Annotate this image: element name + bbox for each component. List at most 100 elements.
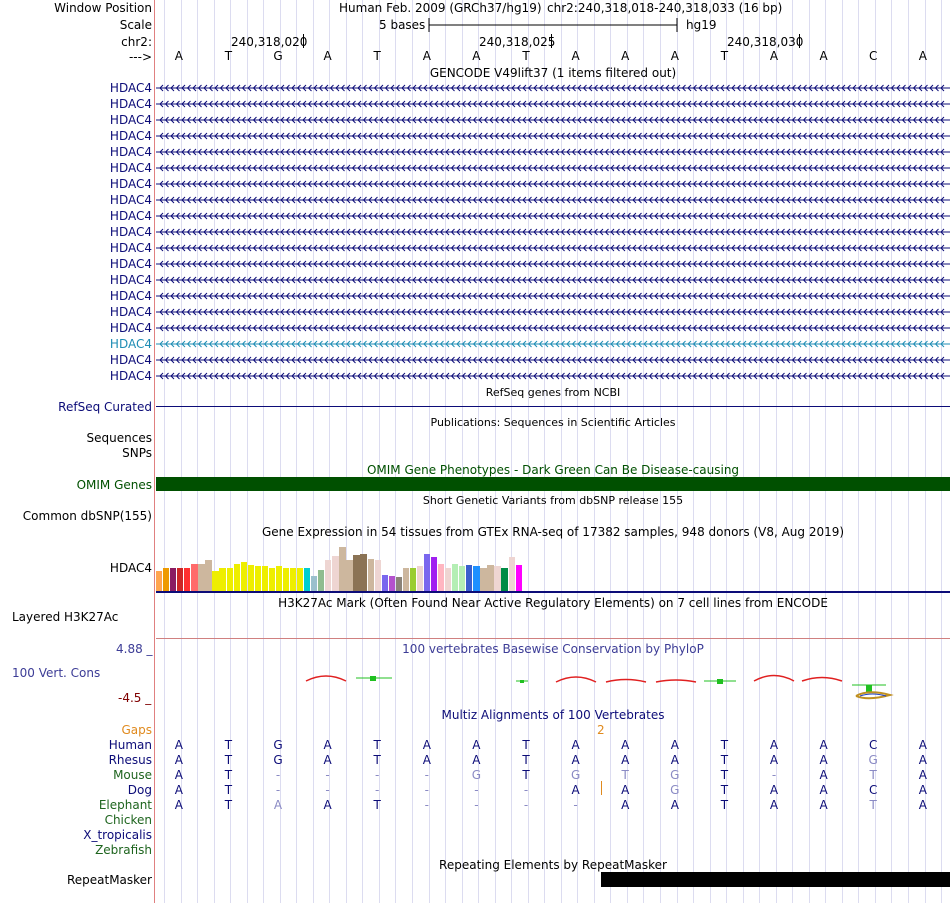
gencode-transcript-line[interactable] [156, 241, 950, 255]
gencode-gene-label[interactable]: HDAC4 [109, 81, 152, 95]
gencode-transcript-line[interactable] [156, 193, 950, 207]
gtex-tissue-bar[interactable] [177, 568, 184, 591]
gencode-transcript-line[interactable] [156, 209, 950, 223]
gtex-tissue-bar[interactable] [282, 568, 290, 591]
gencode-transcript-line[interactable] [156, 257, 950, 271]
gtex-tissue-bar[interactable] [212, 571, 219, 591]
gtex-tissue-bar[interactable] [360, 554, 367, 591]
species-label[interactable]: X_tropicalis [83, 828, 152, 842]
gencode-gene-label[interactable]: HDAC4 [109, 177, 152, 191]
gtex-tissue-bar[interactable] [184, 568, 191, 591]
gaps-label[interactable]: Gaps [121, 723, 152, 737]
phylop-wiggle[interactable] [156, 656, 950, 706]
gencode-gene-label[interactable]: HDAC4 [109, 161, 152, 175]
gtex-tissue-bar[interactable] [381, 575, 388, 591]
gencode-transcript-line[interactable] [156, 129, 950, 143]
gtex-tissue-bar[interactable] [473, 566, 480, 591]
gencode-transcript-line[interactable] [156, 97, 950, 111]
dbsnp-label[interactable]: Common dbSNP(155) [22, 509, 152, 523]
publications-track-title[interactable]: Publications: Sequences in Scientific Ar… [430, 416, 676, 429]
gtex-tissue-bar[interactable] [289, 568, 297, 591]
gencode-gene-label[interactable]: HDAC4 [109, 353, 152, 367]
gtex-tissue-bar[interactable] [247, 565, 254, 591]
gencode-track-title[interactable]: GENCODE V49lift37 (1 items filtered out) [429, 66, 677, 80]
species-label[interactable]: Mouse [113, 768, 152, 782]
gtex-tissue-bar[interactable] [459, 566, 466, 591]
species-label[interactable]: Chicken [104, 813, 152, 827]
h3k27ac-label[interactable]: Layered H3K27Ac [12, 610, 119, 624]
gtex-tissue-bar[interactable] [466, 565, 473, 591]
gencode-transcript-line[interactable] [156, 305, 950, 319]
gtex-gene-label[interactable]: HDAC4 [109, 561, 152, 575]
gtex-tissue-bar[interactable] [480, 568, 487, 591]
repeatmasker-feature[interactable] [601, 872, 950, 887]
gtex-tissue-bar[interactable] [254, 566, 261, 591]
gencode-transcript-line[interactable] [156, 161, 950, 175]
gencode-gene-label[interactable]: HDAC4 [109, 321, 152, 335]
gtex-tissue-bar[interactable] [325, 560, 332, 591]
phylop-track-title[interactable]: 100 vertebrates Basewise Conservation by… [402, 642, 704, 656]
gtex-tissue-bar[interactable] [388, 576, 395, 591]
gtex-tissue-bar[interactable] [198, 564, 205, 591]
gtex-tissue-bar[interactable] [226, 568, 233, 591]
gtex-tissue-bar[interactable] [508, 557, 515, 591]
gtex-tissue-bar[interactable] [353, 555, 360, 591]
gtex-tissue-bar[interactable] [438, 564, 445, 591]
gencode-transcript-line[interactable] [156, 177, 950, 191]
gtex-tissue-bar[interactable] [515, 565, 522, 591]
gencode-gene-label[interactable]: HDAC4 [109, 241, 152, 255]
gtex-tissue-bar[interactable] [219, 568, 226, 591]
gencode-transcript-line[interactable] [156, 225, 950, 239]
dbsnp-track-title[interactable]: Short Genetic Variants from dbSNP releas… [422, 494, 684, 507]
repeatmasker-track-title[interactable]: Repeating Elements by RepeatMasker [439, 858, 667, 872]
species-label[interactable]: Zebrafish [95, 843, 152, 857]
gtex-tissue-bar[interactable] [170, 568, 177, 591]
gencode-gene-label[interactable]: HDAC4 [109, 257, 152, 271]
gtex-tissue-bar[interactable] [501, 568, 508, 591]
gencode-transcript-line[interactable] [156, 337, 950, 351]
gtex-tissue-bar[interactable] [346, 560, 353, 591]
gencode-gene-label[interactable]: HDAC4 [109, 273, 152, 287]
gencode-transcript-line[interactable] [156, 289, 950, 303]
gtex-tissue-bar[interactable] [395, 577, 402, 591]
refseq-track-title[interactable]: RefSeq genes from NCBI [485, 386, 621, 399]
gtex-tissue-bar[interactable] [445, 568, 452, 591]
gtex-tissue-bar[interactable] [233, 564, 240, 591]
gencode-gene-label[interactable]: HDAC4 [109, 129, 152, 143]
gencode-gene-label[interactable]: HDAC4 [109, 97, 152, 111]
gtex-tissue-bar[interactable] [297, 568, 304, 591]
gtex-tissue-bar[interactable] [163, 568, 170, 591]
phylop-label[interactable]: 100 Vert. Cons [12, 666, 101, 680]
gtex-tissue-bar[interactable] [311, 576, 318, 591]
gencode-gene-label[interactable]: HDAC4 [109, 145, 152, 159]
gencode-transcript-line[interactable] [156, 273, 950, 287]
species-label[interactable]: Rhesus [108, 753, 152, 767]
h3k27ac-track-title[interactable]: H3K27Ac Mark (Often Found Near Active Re… [278, 596, 828, 610]
gtex-tissue-bar[interactable] [240, 562, 247, 591]
gap-count-marker[interactable]: 2 [597, 723, 605, 737]
gencode-gene-label[interactable]: HDAC4 [109, 225, 152, 239]
gtex-tissue-bar[interactable] [156, 571, 163, 591]
gtex-tissue-bar[interactable] [374, 560, 381, 591]
gtex-tissue-bar[interactable] [494, 566, 501, 591]
gencode-transcript-line[interactable] [156, 321, 950, 335]
omim-track-title[interactable]: OMIM Gene Phenotypes - Dark Green Can Be… [366, 463, 740, 477]
gtex-tissue-bar[interactable] [205, 560, 212, 591]
gtex-tissue-bar[interactable] [191, 564, 198, 591]
gencode-gene-label[interactable]: HDAC4 [109, 369, 152, 383]
gtex-tissue-bar[interactable] [402, 568, 410, 591]
gtex-tissue-bar[interactable] [332, 556, 339, 591]
gencode-gene-label[interactable]: HDAC4 [109, 337, 152, 351]
gtex-tissue-bar[interactable] [268, 568, 276, 591]
gencode-gene-label[interactable]: HDAC4 [109, 289, 152, 303]
refseq-label[interactable]: RefSeq Curated [58, 400, 152, 414]
gencode-transcript-line[interactable] [156, 81, 950, 95]
snps-label[interactable]: SNPs [122, 446, 152, 460]
gtex-tissue-bar[interactable] [409, 568, 417, 591]
gtex-tissue-bar[interactable] [261, 566, 269, 591]
omim-feature-bar[interactable] [156, 477, 950, 491]
gtex-track-title[interactable]: Gene Expression in 54 tissues from GTEx … [261, 525, 845, 539]
gencode-gene-label[interactable]: HDAC4 [109, 113, 152, 127]
gencode-transcript-line[interactable] [156, 113, 950, 127]
